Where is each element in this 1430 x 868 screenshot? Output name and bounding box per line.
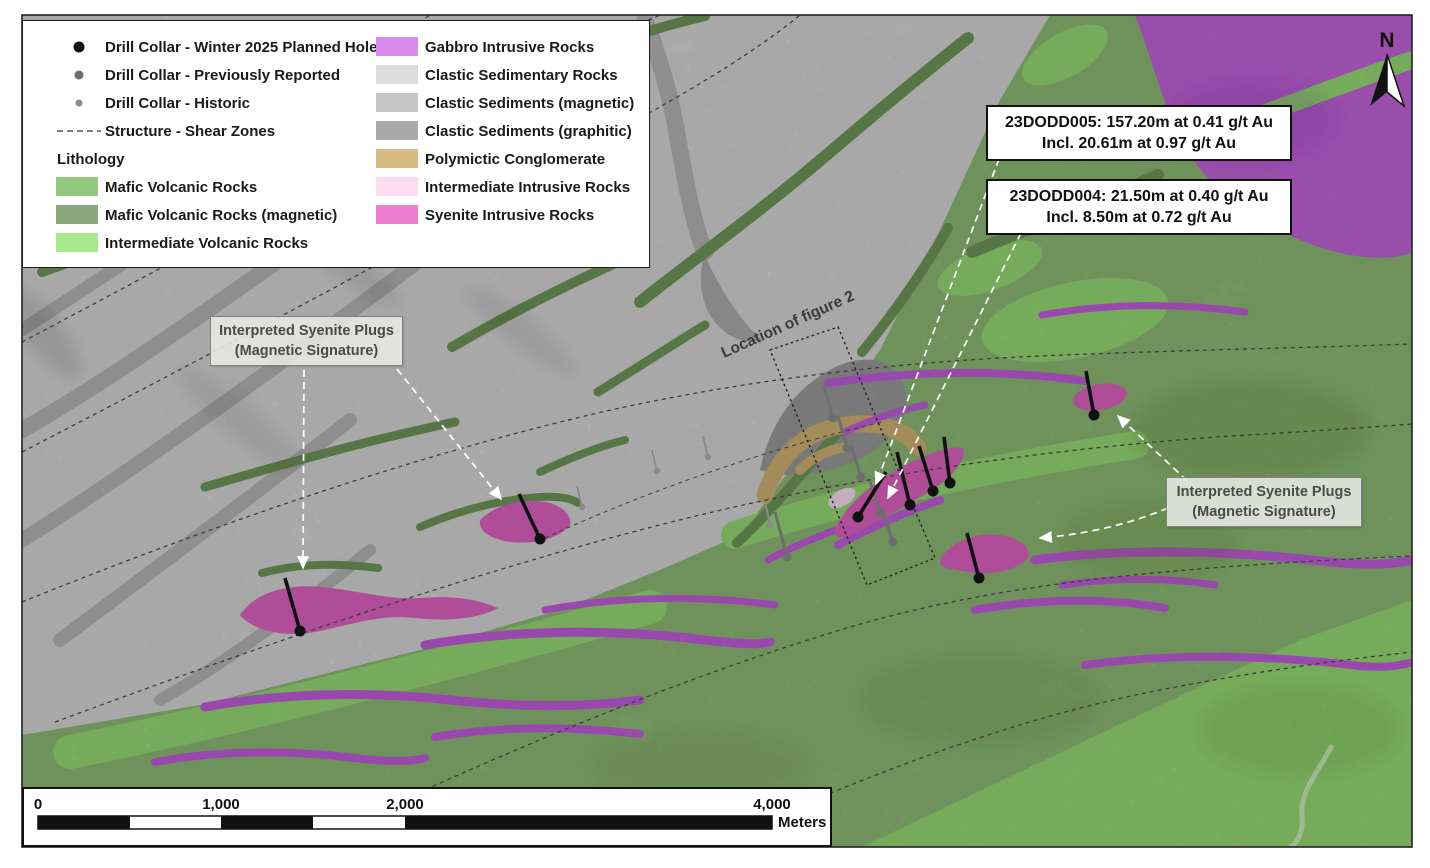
shear-zone-line-icon — [55, 120, 105, 142]
clastic-magnetic-swatch — [375, 92, 425, 114]
historic-drill-collars — [578, 453, 774, 529]
legend-column-right: Gabbro Intrusive Rocks Clastic Sedimenta… — [375, 33, 645, 229]
syenite-swatch — [375, 204, 425, 226]
legend-item-clastic-magnetic: Clastic Sediments (magnetic) — [375, 89, 645, 117]
historic-collar-icon — [55, 92, 105, 114]
legend-item-mafic-magnetic: Mafic Volcanic Rocks (magnetic) — [55, 201, 370, 229]
scale-tick-4000: 4,000 — [753, 796, 791, 813]
legend-lithology-header: Lithology — [57, 150, 125, 168]
intermediate-intrusive-swatch — [375, 176, 425, 198]
leader-lines — [297, 158, 1197, 570]
callout-line: Incl. 8.50m at 0.72 g/t Au — [1046, 209, 1232, 226]
legend-column-left: Drill Collar - Winter 2025 Planned Holes… — [55, 33, 386, 257]
map-frame — [21, 14, 1413, 848]
north-label: N — [1379, 29, 1394, 52]
syenite-plugs-label-east: Interpreted Syenite Plugs (Magnetic Sign… — [1166, 477, 1362, 527]
drill-result-callout-23dodd005: 23DODD005: 157.20m at 0.41 g/t Au Incl. … — [986, 105, 1292, 161]
callout-line: 23DODD004: 21.50m at 0.40 g/t Au — [1009, 188, 1269, 205]
callout-line: Incl. 20.61m at 0.97 g/t Au — [1041, 135, 1237, 152]
legend-item-clastic: Clastic Sedimentary Rocks — [375, 61, 645, 89]
legend-item-planned: Drill Collar - Winter 2025 Planned Holes — [55, 33, 386, 61]
previous-drill-collars — [782, 413, 898, 562]
legend-item-intermediate-volcanic: Intermediate Volcanic Rocks — [55, 229, 370, 257]
mafic-swatch — [55, 176, 105, 198]
scale-unit-label: Meters — [778, 814, 826, 831]
conglomerate-swatch — [375, 148, 425, 170]
planned-collar-icon — [55, 36, 105, 58]
legend-item-conglomerate: Polymictic Conglomerate — [375, 145, 645, 173]
scale-tick-2000: 2,000 — [386, 796, 424, 813]
scale-bar-graphic: 0 1,000 2,000 4,000 Meters — [34, 796, 827, 831]
legend-item-mafic: Mafic Volcanic Rocks — [55, 173, 370, 201]
syenite-plugs-label-west: Interpreted Syenite Plugs (Magnetic Sign… — [210, 316, 403, 366]
legend-item-clastic-graphitic: Clastic Sediments (graphitic) — [375, 117, 645, 145]
legend-item-intermediate-intrusive: Intermediate Intrusive Rocks — [375, 173, 645, 201]
clastic-graphitic-swatch — [375, 120, 425, 142]
clastic-swatch — [375, 64, 425, 86]
mafic-magnetic-swatch — [55, 204, 105, 226]
legend-item-gabbro: Gabbro Intrusive Rocks — [375, 33, 645, 61]
callout-line: 23DODD005: 157.20m at 0.41 g/t Au — [1005, 114, 1273, 131]
scale-tick-1000: 1,000 — [202, 796, 240, 813]
north-arrow: N — [1370, 29, 1406, 109]
planned-drill-collars — [294, 409, 1100, 637]
intermediate-volcanic-swatch — [55, 232, 105, 254]
drill-result-callout-23dodd004: 23DODD004: 21.50m at 0.40 g/t Au Incl. 8… — [986, 179, 1292, 235]
previous-collar-icon — [55, 64, 105, 86]
legend-item-historic: Drill Collar - Historic — [55, 89, 370, 117]
legend-item-syenite: Syenite Intrusive Rocks — [375, 201, 645, 229]
legend-item-previous: Drill Collar - Previously Reported — [55, 61, 370, 89]
scale-bar: 0 1,000 2,000 4,000 Meters — [22, 787, 832, 847]
scale-tick-0: 0 — [34, 796, 42, 813]
legend-item-shear-zones: Structure - Shear Zones — [55, 117, 370, 145]
historic-drill-traces — [576, 435, 771, 526]
legend-panel: Drill Collar - Winter 2025 Planned Holes… — [22, 20, 650, 268]
gabbro-swatch — [375, 36, 425, 58]
